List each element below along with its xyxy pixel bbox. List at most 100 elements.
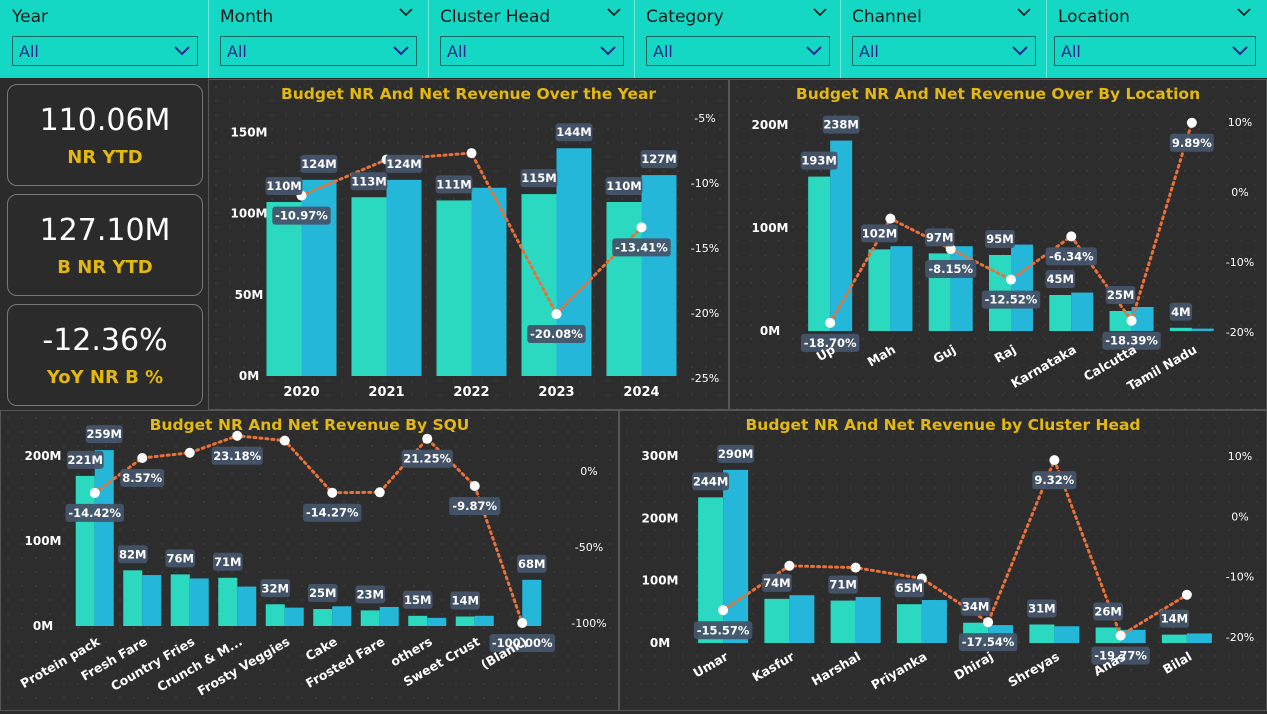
x-tick-label: 2023 [538,385,574,400]
line-pct-label-bg [981,290,1041,309]
line-point [718,605,729,616]
chart-panel-location: Budget NR And Net Revenue Over By Locati… [729,79,1267,410]
bar-budget [1186,633,1212,643]
line-pct-label: -18.70% [804,336,857,350]
bar-nr-label: 74M [763,576,790,590]
y2-tick-label: -25% [691,372,719,385]
bar-nr [1095,627,1121,643]
kpi-label: NR YTD [67,147,143,168]
chevron-down-icon[interactable] [606,6,622,20]
bar-nr [360,610,380,626]
bar-nr-label: 32M [262,581,289,595]
line-point [1181,589,1192,600]
x-tick-label: Harshal [809,649,863,689]
bar-budget [189,578,209,626]
y-tick-label: 0M [760,324,780,338]
line-pct-label-bg [401,449,453,468]
line-pct-label-bg [303,503,362,522]
y2-tick-label: 10% [1228,116,1252,129]
line-point [983,617,994,628]
bar-nr-label: 193M [801,154,836,168]
chart-panel-year: Budget NR And Net Revenue Over the Year 0… [208,79,729,410]
slicer-channel-dropdown[interactable]: All [852,36,1036,66]
chevron-down-icon[interactable] [1016,6,1032,20]
bar-nr-label: 110M [606,179,641,193]
chevron-down-icon[interactable] [1236,6,1252,20]
slicer-channel-value: All [859,42,879,61]
chevron-down-icon [393,46,409,56]
slicer-year-dropdown[interactable]: All [12,36,198,66]
bar-budget-label-bg [640,150,678,169]
line-pct-label: -13.41% [615,240,668,254]
slicer-cluster-head-dropdown[interactable]: All [440,36,624,66]
bar-budget-label: 238M [823,118,858,132]
bar-nr-label: 110M [266,179,301,193]
bar-nr-label-bg [1159,609,1190,628]
chevron-down-icon [174,46,190,56]
bar-nr-label-bg [985,230,1015,248]
line-pct-label-bg [925,260,977,279]
bar-nr [265,604,285,626]
slicer-year: Year All [0,0,208,78]
bar-budget-label: 68M [518,557,545,571]
y2-tick-label: -10% [1226,571,1254,584]
line-pct-label-bg [489,634,556,652]
slicer-channel: Channel All [840,0,1046,78]
bar-budget-label: 124M [386,157,421,171]
line-pct-label-bg [272,206,331,225]
bar-budget [1131,307,1154,331]
y-tick-label: 300M [642,449,679,463]
slicer-category-dropdown[interactable]: All [646,36,830,66]
line-pct-label: -100.00% [492,636,553,650]
chart-panel-cluster-head: Budget NR And Net Revenue by Cluster Hea… [619,410,1267,711]
bar-nr-label-bg [307,584,338,603]
y2-tick-label: 0% [1231,186,1248,199]
bar-nr [123,570,143,626]
slicer-month-dropdown[interactable]: All [220,36,417,66]
line-pct-label-bg [449,497,501,516]
line-point [885,213,896,224]
divider [208,0,209,78]
bar-nr [218,577,238,626]
divider [428,0,429,78]
bar-nr [170,574,190,626]
line-pct-label-bg [65,503,124,522]
bar-budget [142,575,162,626]
bar-nr [606,202,642,376]
x-tick-label: Umar [690,648,731,680]
y2-tick-label: -10% [691,177,719,190]
line-point [279,435,290,446]
bar-nr-label: 244M [693,474,728,488]
bar-nr-label: 23M [357,587,384,601]
line-pct-label: -10.97% [275,209,328,223]
bar-nr-label: 25M [1107,288,1134,302]
bar-nr-label-bg [1093,602,1123,621]
bar-nr-label: 71M [829,578,856,592]
bar-nr-label-bg [350,172,388,191]
x-tick-label: Protein pack [18,633,103,691]
bar-nr-label-bg [450,591,481,610]
bar-nr-label: 97M [926,230,953,244]
chevron-down-icon[interactable] [398,6,414,20]
slicer-location-dropdown[interactable]: All [1054,36,1256,66]
chevron-down-icon[interactable] [812,6,828,20]
divider [634,0,635,78]
line-pct-label: 21.25% [403,452,451,466]
bar-nr [1161,634,1187,643]
chevron-down-icon [600,46,616,56]
bar-nr-label-bg [520,169,558,188]
bar-nr [1169,327,1192,331]
kpi-card-nr-ytd: 110.06M NR YTD [7,84,203,186]
bar-nr-label: 25M [309,586,336,600]
kpi-label: B NR YTD [57,257,153,278]
line-point [636,222,647,233]
line-pct-label-bg [693,621,753,640]
x-tick-label: Shreyas [1005,649,1061,690]
bar-nr-label-bg [960,597,991,616]
y-tick-label: 100M [25,534,62,548]
bar-nr-label-bg [117,545,148,564]
bar-budget [379,606,399,626]
bar-nr-label: 113M [351,174,386,188]
line-pct-label-bg [800,333,860,352]
bar-nr [521,194,557,376]
